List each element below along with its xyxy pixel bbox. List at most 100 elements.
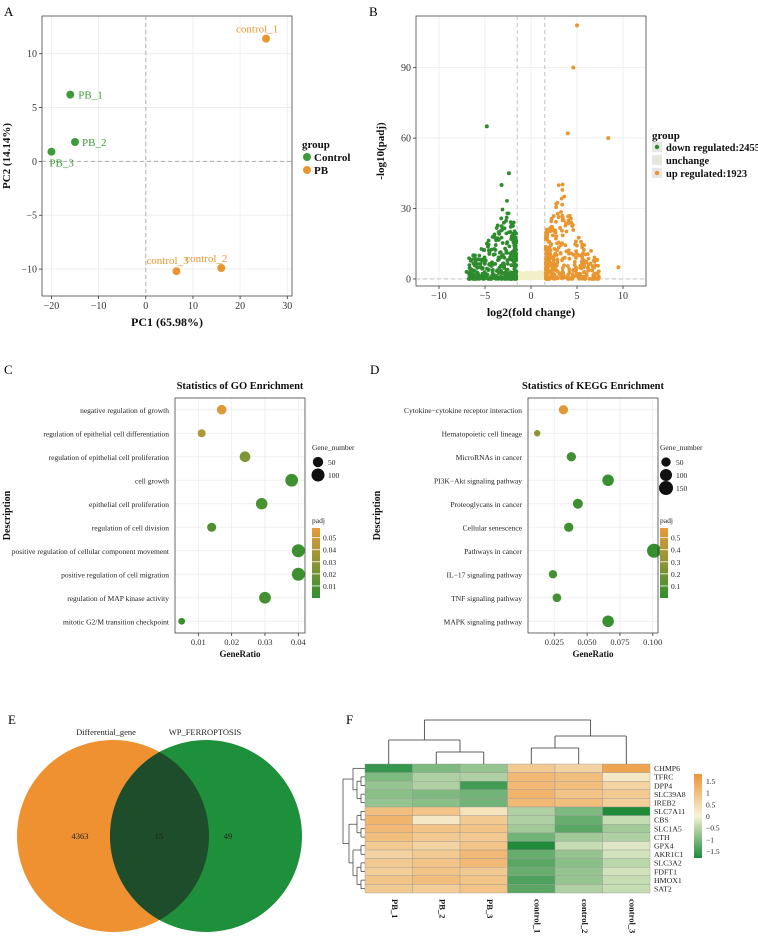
y-tick-label: 10 [27,49,37,60]
point-unchange [519,270,523,274]
dot-5 [207,522,217,532]
point-up [562,194,567,199]
plot-area [175,398,305,633]
heat-cell [602,884,651,894]
point-down [485,241,489,246]
point-up [551,254,556,259]
point-up [560,202,565,207]
plot-area [528,398,658,633]
row-label: AKR1C1 [654,850,684,859]
dot-8 [259,591,271,604]
point-down [504,241,509,246]
point-up [558,251,563,255]
point-up [544,270,549,275]
term-label: regulation of epithelial cell differenti… [43,429,169,438]
point-up [554,253,559,257]
point-up [562,263,567,268]
point-up [560,228,564,233]
heat-cell [507,823,556,833]
term-label: PI3K−Akt signaling pathway [434,476,522,485]
legend-swatch [654,144,660,150]
point-up [558,226,562,230]
point-up [565,264,570,268]
plot-border [527,397,659,634]
legend-label: unchange [666,156,710,167]
panel-label-d: D [370,362,380,377]
size-legend-dot [312,456,324,468]
heat-cell [602,772,651,782]
point-up [592,265,597,270]
point-up [555,248,559,253]
chart-title: Statistics of KEGG Enrichment [522,381,665,392]
point-up [576,235,581,240]
term-label: epithelial cell proliferation [89,500,169,509]
row-label: SLC3A2 [654,859,682,868]
point-up [554,220,558,224]
point-down [496,258,500,263]
heat-cell [412,772,461,782]
row-label: CBS [654,816,669,825]
term-label: IL−17 signaling pathway [447,570,523,579]
point-down [486,276,491,281]
point-down [466,277,471,281]
row-label: HMOX1 [654,876,682,885]
point-up [560,182,565,187]
point-down [500,241,505,245]
point-up [554,263,559,267]
point-down [469,269,474,274]
column-label: control_2 [580,899,590,933]
point-control_3 [172,267,181,276]
heat-cell [459,780,508,790]
heat-cell [412,823,461,833]
heat-cell [554,875,603,885]
point-up [571,228,576,232]
point-unchange [531,270,535,275]
row-label: DPP4 [654,781,672,790]
x-tick-label: 0.01 [191,637,206,647]
point-unchange [533,273,537,277]
point-up [596,263,600,268]
size-legend-label: 150 [676,484,688,493]
point-down [489,247,494,252]
point-down [511,274,516,279]
point-up [567,256,572,261]
point-down [486,268,491,273]
heat-cell [364,841,413,851]
point-down [501,220,506,225]
heat-cell [364,806,413,816]
point-up [556,215,561,219]
point-up [566,248,571,253]
point-up [582,265,586,269]
panel-label-a: A [4,4,14,19]
x-tick-label: −10 [91,301,107,312]
heat-cell [554,849,603,859]
go-enrichment-plot: Statistics of GO Enrichment 0.01 0.02 0.03 0… [2,381,355,659]
row-label: SLC7A11 [654,807,685,816]
dot-3 [602,474,614,487]
color-legend-label: 0.05 [323,534,336,543]
heat-legend-label: −1.5 [706,847,720,856]
plot-area [42,16,292,296]
point-up [574,266,579,271]
term-label: Pathways in cancer [464,547,522,556]
color-legend-label: 0.3 [671,558,681,567]
term-label: regulation of epithelial cell proliferat… [49,453,170,462]
heat-cell [554,763,603,773]
point-PB_2 [71,138,80,146]
point-down [512,246,517,250]
venn-set-label: Differential_gene [76,727,136,737]
heat-cell [459,841,508,851]
point-down [479,247,484,251]
size-legend-dot [311,468,325,482]
heat-cell [459,884,508,894]
point-unchange [518,277,523,281]
point-up [581,270,586,275]
term-label: negative regulation of growth [80,406,169,415]
venn-diagram: Differential_gene WP_FERROPTOSIS 4363 15 49 [17,727,302,932]
point-down [511,253,516,258]
y-axis-label: Description [2,490,13,540]
heat-cell [412,798,461,808]
dot-3 [285,473,299,487]
heat-cell [507,841,556,851]
term-label: Cellular senescence [463,523,523,532]
